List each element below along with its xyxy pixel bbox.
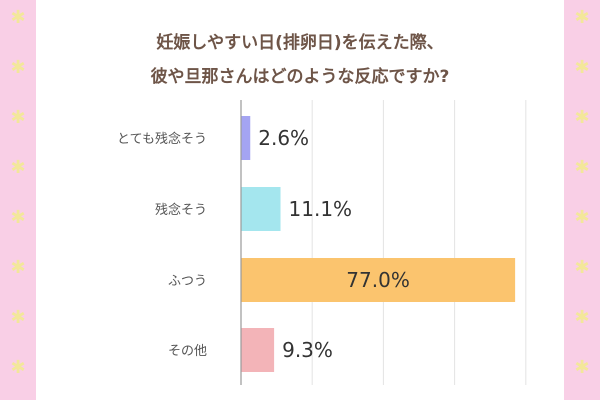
category-label-0: とても残念そう — [117, 131, 207, 147]
daisy-icon: ✱ — [10, 157, 26, 178]
bar-0 — [241, 116, 251, 160]
daisy-icon: ✱ — [10, 357, 26, 378]
daisy-icon: ✱ — [574, 57, 590, 78]
daisy-icon: ✱ — [574, 157, 590, 178]
value-label-3: 9.3% — [282, 338, 333, 362]
daisy-icon: ✱ — [574, 307, 590, 328]
daisy-icon: ✱ — [574, 107, 590, 128]
daisy-icon: ✱ — [10, 307, 26, 328]
bar-1 — [241, 187, 281, 231]
category-label-2: ふつう — [168, 274, 207, 289]
left-decorative-band — [0, 0, 36, 400]
daisy-icon: ✱ — [574, 357, 590, 378]
chart-title-line-2: 彼や旦那さんはどのような反応ですか? — [150, 67, 450, 87]
daisy-icon: ✱ — [10, 7, 26, 28]
daisy-icon: ✱ — [10, 107, 26, 128]
daisy-icon: ✱ — [574, 257, 590, 278]
value-label-2: 77.0% — [346, 268, 410, 292]
daisy-icon: ✱ — [10, 207, 26, 228]
daisy-icon: ✱ — [574, 7, 590, 28]
category-label-1: 残念そう — [155, 202, 207, 218]
bar-2 — [241, 258, 516, 302]
right-decorative-band — [564, 0, 600, 400]
category-label-3: その他 — [168, 344, 207, 359]
daisy-icon: ✱ — [574, 207, 590, 228]
daisy-icon: ✱ — [10, 257, 26, 278]
chart-title-line-1: 妊娠しやすい日(排卵日)を伝えた際、 — [156, 33, 444, 53]
bar-3 — [241, 328, 275, 372]
value-label-0: 2.6% — [258, 126, 309, 150]
daisy-icon: ✱ — [10, 57, 26, 78]
value-label-1: 11.1% — [289, 197, 353, 221]
